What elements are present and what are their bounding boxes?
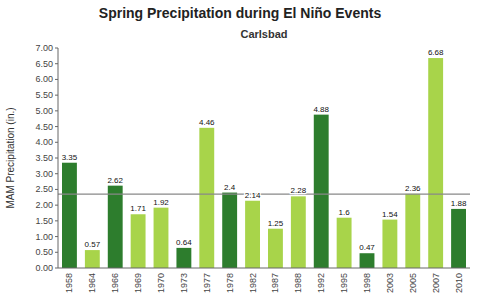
data-label: 1.6	[339, 208, 351, 217]
y-tick-label: 6.50	[35, 59, 53, 69]
y-tick-label: 3.50	[35, 153, 53, 163]
y-tick-label: 7.00	[35, 43, 53, 53]
y-tick-label: 4.50	[35, 122, 53, 132]
data-label: 0.57	[85, 240, 101, 249]
x-ticks: 1958 1964 1966 1969 1970 1973 1977 1978 1982 1987…	[64, 273, 463, 293]
bar	[268, 229, 283, 268]
x-tick-label: 2003	[385, 273, 395, 293]
y-tick-label: 3.00	[35, 169, 53, 179]
data-label: 2.4	[224, 183, 236, 192]
x-tick-label: 2007	[431, 273, 441, 293]
x-tick-label: 1966	[110, 273, 120, 293]
x-tick-label: 2005	[408, 273, 418, 293]
x-tick-label: 1982	[248, 273, 258, 293]
x-tick-label: 1964	[87, 273, 97, 293]
data-label: 4.88	[313, 105, 329, 114]
x-tick-label: 1970	[156, 273, 166, 293]
bar	[108, 186, 123, 268]
x-tick-label: 1992	[316, 273, 326, 293]
y-tick-label: 5.00	[35, 106, 53, 116]
data-label: 2.62	[107, 176, 123, 185]
bar	[314, 115, 329, 268]
x-tick-label: 1995	[339, 273, 349, 293]
y-tick-label: 6.00	[35, 74, 53, 84]
x-tick-label: 1998	[362, 273, 372, 293]
bar	[291, 196, 306, 268]
data-label: 0.64	[176, 238, 192, 247]
bar	[199, 128, 214, 268]
bars	[62, 58, 466, 268]
bar	[360, 253, 375, 268]
bar	[405, 194, 420, 268]
data-label: 4.46	[199, 118, 215, 127]
x-tick-label: 1969	[133, 273, 143, 293]
y-tick-label: 0.50	[35, 247, 53, 257]
y-axis-label: MAM Precipitation (in.)	[5, 107, 16, 208]
data-label: 2.36	[405, 184, 421, 193]
data-label: 1.71	[130, 204, 146, 213]
data-label: 1.88	[451, 199, 467, 208]
bar	[222, 193, 237, 268]
bar	[154, 208, 169, 268]
data-label: 6.68	[428, 48, 444, 57]
bar	[337, 218, 352, 268]
bar	[245, 201, 260, 268]
y-ticks: 0.00 0.50 1.00 1.50 2.00 2.50 3.00 3.50 4.00 4.50…	[35, 43, 58, 273]
data-label: 1.54	[382, 210, 398, 219]
y-tick-label: 1.00	[35, 232, 53, 242]
x-tick-label: 1978	[225, 273, 235, 293]
bar	[85, 250, 100, 268]
x-axis-line	[58, 268, 470, 269]
x-tick-label: 1973	[179, 273, 189, 293]
bar	[62, 163, 77, 268]
title: Spring Precipitation during El Niño Even…	[99, 5, 382, 21]
y-tick-label: 0.00	[35, 263, 53, 273]
data-label: 0.47	[359, 243, 375, 252]
bar	[451, 209, 466, 268]
bar	[428, 58, 443, 268]
y-tick-label: 5.50	[35, 90, 53, 100]
x-tick-label: 2010	[454, 273, 464, 293]
subtitle: Carlsbad	[240, 28, 287, 40]
data-label: 1.92	[153, 198, 169, 207]
reference-line	[58, 194, 470, 195]
y-tick-label: 2.00	[35, 200, 53, 210]
bar	[131, 214, 146, 268]
y-tick-label: 2.50	[35, 184, 53, 194]
x-tick-label: 1987	[270, 273, 280, 293]
data-labels: 3.35 0.57 2.62 1.71 1.92 0.64 4.46 2.4 2.14 1.25 2…	[62, 48, 467, 252]
y-axis-line	[58, 48, 59, 268]
x-tick-label: 1958	[64, 273, 74, 293]
y-tick-label: 1.50	[35, 216, 53, 226]
y-tick-label: 4.00	[35, 137, 53, 147]
bar	[176, 248, 191, 268]
x-tick-label: 1988	[293, 273, 303, 293]
data-label: 3.35	[62, 153, 78, 162]
data-label: 2.14	[245, 191, 261, 200]
data-label: 2.28	[291, 186, 307, 195]
chart: Spring Precipitation during El Niño Even…	[0, 0, 480, 308]
bar	[382, 220, 397, 268]
reference	[58, 194, 470, 195]
x-tick-label: 1977	[202, 273, 212, 293]
data-label: 1.25	[268, 219, 284, 228]
